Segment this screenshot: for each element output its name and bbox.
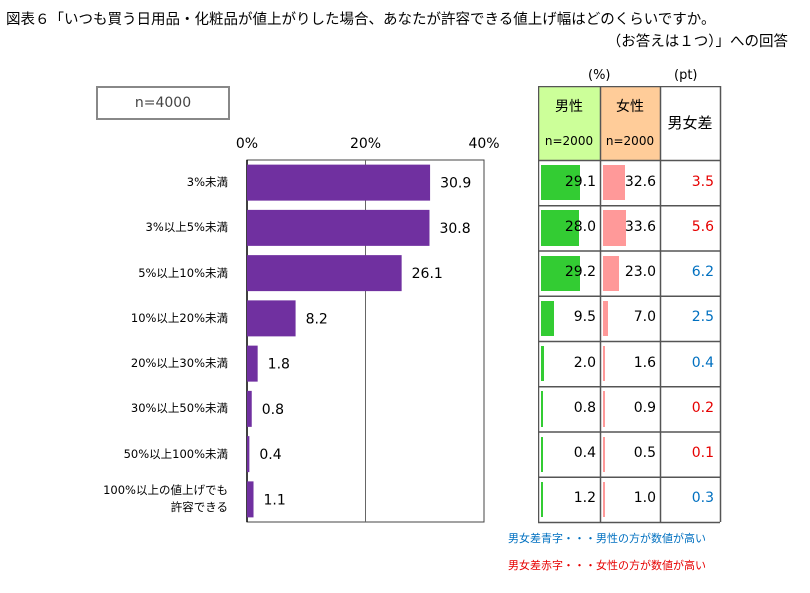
female-sample-size: n=2000 [605,134,655,148]
category-label: 50%以上100%未満 [123,446,228,461]
difference-value: 0.3 [691,490,714,507]
male-value: 9.5 [573,309,596,326]
bar-value-label: 26.1 [412,266,443,282]
percent-unit-label: (%) [588,68,611,83]
female-value: 23.0 [624,264,656,281]
male-value: 0.4 [573,445,596,462]
female-value: 7.0 [633,309,656,326]
bar [247,255,402,292]
point-unit-label: (pt) [674,68,698,83]
category-label: 100%以上の値上げでも 許容できる [103,483,228,515]
female-value: 32.6 [624,173,656,190]
bar [247,436,250,473]
male-value: 1.2 [573,490,596,507]
female-header: 女性 [616,99,644,115]
difference-value: 0.2 [691,399,714,416]
difference-value: 5.6 [691,218,714,235]
sample-size-box: n=4000 [96,86,230,120]
category-label: 3%以上5%未満 [145,220,229,235]
male-value: 0.8 [573,399,596,416]
female-value: 0.5 [633,445,656,462]
female-header-cell: 女性 n=2000 [600,86,660,160]
category-label: 20%以上30%未満 [130,356,228,371]
male-value: 29.1 [564,173,596,190]
x-tick-label: 40% [468,136,499,152]
female-value: 1.0 [633,490,656,507]
female-value: 1.6 [633,354,656,371]
female-bar [603,436,605,472]
female-bar [603,165,625,201]
male-bar [541,481,543,517]
difference-value: 0.4 [691,354,714,371]
bar-value-label: 1.1 [264,492,286,508]
male-bar [541,391,543,427]
difference-value: 3.5 [691,173,714,190]
category-label: 3%未満 [186,175,228,190]
bar-value-label: 30.9 [440,176,471,192]
gender-comparison-table: 男性 n=2000 女性 n=2000 男女差 29.1 32.6 3.5 28.0 3… [538,86,722,524]
difference-header: 男女差 [667,114,713,132]
male-value: 28.0 [564,218,596,235]
difference-value: 2.5 [691,309,714,326]
bar [247,164,431,201]
female-bar [603,300,608,336]
female-bar [603,255,619,291]
chart-title-line2: （お答えは１つ）」への回答 [606,34,788,50]
bar [247,345,258,382]
female-bar [603,481,605,517]
male-value: 2.0 [573,354,596,371]
bar-value-label: 0.8 [262,402,284,418]
male-bar [541,300,554,336]
difference-value: 0.1 [691,445,714,462]
male-bar [541,346,544,382]
bar [247,209,430,246]
difference-value: 6.2 [691,264,714,281]
male-sample-size: n=2000 [544,134,594,148]
chart-title-line1: 図表６「いつも買う日用品・化粧品が値上がりした場合、あなたが許容できる値上げ幅は… [6,12,716,28]
male-bar [541,210,579,246]
female-bar [603,210,626,246]
female-value: 0.9 [633,399,656,416]
female-value: 33.6 [624,218,656,235]
male-header: 男性 [555,99,583,115]
bar-value-label: 1.8 [268,357,290,373]
category-label: 5%以上10%未満 [138,265,228,280]
x-tick-label: 0% [236,136,258,152]
bar [247,300,296,337]
male-bar [541,255,581,291]
bar-value-label: 0.4 [259,447,281,463]
blue-note: 男女差青字・・・男性の方が数値が高い [508,532,706,545]
x-tick-label: 20% [350,136,381,152]
male-bar [541,165,581,201]
male-bar [541,436,543,472]
female-bar [603,391,605,427]
bar [247,390,252,427]
male-header-cell: 男性 n=2000 [538,86,600,160]
category-label: 10%以上20%未満 [130,310,228,325]
bar-value-label: 30.8 [439,221,470,237]
red-note: 男女差赤字・・・女性の方が数値が高い [508,559,706,572]
bar [247,481,254,518]
category-label: 30%以上50%未満 [130,401,228,416]
male-value: 29.2 [564,264,596,281]
bar-value-label: 8.2 [306,311,328,327]
female-bar [603,346,605,382]
